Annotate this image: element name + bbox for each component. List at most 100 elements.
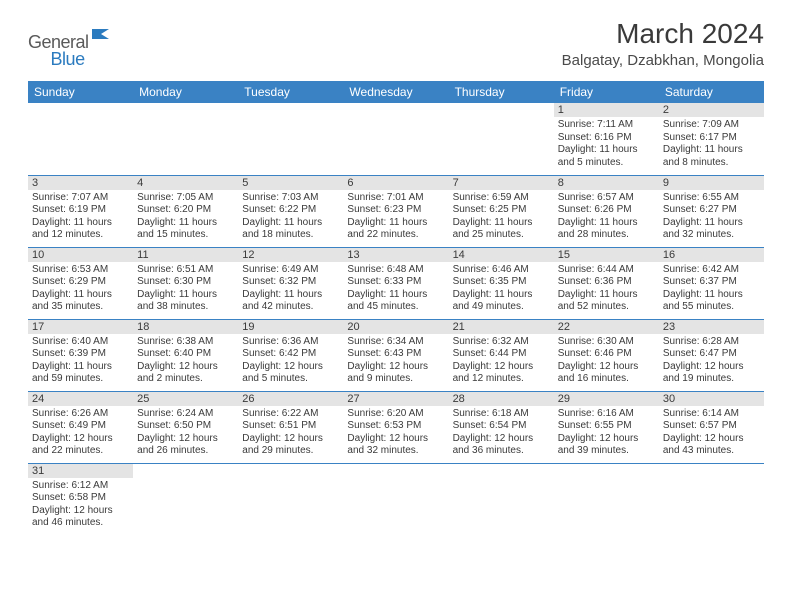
- day-details: Sunrise: 6:55 AMSunset: 6:27 PMDaylight:…: [659, 190, 764, 245]
- calendar-cell: 23Sunrise: 6:28 AMSunset: 6:47 PMDayligh…: [659, 319, 764, 391]
- day-number: 3: [28, 176, 133, 190]
- day-details: Sunrise: 6:14 AMSunset: 6:57 PMDaylight:…: [659, 406, 764, 461]
- weekday-header: Saturday: [659, 81, 764, 103]
- day-number: 31: [28, 464, 133, 478]
- calendar-cell: [238, 103, 343, 175]
- day-details: Sunrise: 6:20 AMSunset: 6:53 PMDaylight:…: [343, 406, 448, 461]
- day-details: Sunrise: 7:11 AMSunset: 6:16 PMDaylight:…: [554, 117, 659, 172]
- calendar-cell: 20Sunrise: 6:34 AMSunset: 6:43 PMDayligh…: [343, 319, 448, 391]
- day-number: 1: [554, 103, 659, 117]
- calendar-table: SundayMondayTuesdayWednesdayThursdayFrid…: [28, 81, 764, 535]
- day-number: 4: [133, 176, 238, 190]
- page-title: March 2024: [562, 18, 764, 50]
- calendar-week-row: 31Sunrise: 6:12 AMSunset: 6:58 PMDayligh…: [28, 463, 764, 535]
- day-details: Sunrise: 6:40 AMSunset: 6:39 PMDaylight:…: [28, 334, 133, 389]
- day-number: 8: [554, 176, 659, 190]
- calendar-cell: 14Sunrise: 6:46 AMSunset: 6:35 PMDayligh…: [449, 247, 554, 319]
- calendar-cell: 22Sunrise: 6:30 AMSunset: 6:46 PMDayligh…: [554, 319, 659, 391]
- calendar-week-row: 3Sunrise: 7:07 AMSunset: 6:19 PMDaylight…: [28, 175, 764, 247]
- calendar-header-row: SundayMondayTuesdayWednesdayThursdayFrid…: [28, 81, 764, 103]
- day-number: 16: [659, 248, 764, 262]
- calendar-cell: 5Sunrise: 7:03 AMSunset: 6:22 PMDaylight…: [238, 175, 343, 247]
- calendar-cell: [343, 103, 448, 175]
- day-number: 29: [554, 392, 659, 406]
- calendar-cell: [133, 463, 238, 535]
- calendar-cell: 28Sunrise: 6:18 AMSunset: 6:54 PMDayligh…: [449, 391, 554, 463]
- day-details: Sunrise: 6:26 AMSunset: 6:49 PMDaylight:…: [28, 406, 133, 461]
- calendar-cell: 21Sunrise: 6:32 AMSunset: 6:44 PMDayligh…: [449, 319, 554, 391]
- calendar-cell: [238, 463, 343, 535]
- day-number: 12: [238, 248, 343, 262]
- day-number: 14: [449, 248, 554, 262]
- title-block: March 2024 Balgatay, Dzabkhan, Mongolia: [562, 18, 764, 69]
- calendar-cell: [28, 103, 133, 175]
- calendar-cell: 16Sunrise: 6:42 AMSunset: 6:37 PMDayligh…: [659, 247, 764, 319]
- day-number: 6: [343, 176, 448, 190]
- day-number: 26: [238, 392, 343, 406]
- weekday-header: Monday: [133, 81, 238, 103]
- calendar-cell: 6Sunrise: 7:01 AMSunset: 6:23 PMDaylight…: [343, 175, 448, 247]
- location-text: Balgatay, Dzabkhan, Mongolia: [562, 52, 764, 69]
- calendar-cell: 2Sunrise: 7:09 AMSunset: 6:17 PMDaylight…: [659, 103, 764, 175]
- day-number: 23: [659, 320, 764, 334]
- calendar-cell: [343, 463, 448, 535]
- day-details: Sunrise: 7:03 AMSunset: 6:22 PMDaylight:…: [238, 190, 343, 245]
- calendar-cell: 12Sunrise: 6:49 AMSunset: 6:32 PMDayligh…: [238, 247, 343, 319]
- calendar-cell: 26Sunrise: 6:22 AMSunset: 6:51 PMDayligh…: [238, 391, 343, 463]
- weekday-header: Sunday: [28, 81, 133, 103]
- day-number: 7: [449, 176, 554, 190]
- day-number: 25: [133, 392, 238, 406]
- calendar-week-row: 24Sunrise: 6:26 AMSunset: 6:49 PMDayligh…: [28, 391, 764, 463]
- day-number: 19: [238, 320, 343, 334]
- day-details: Sunrise: 6:48 AMSunset: 6:33 PMDaylight:…: [343, 262, 448, 317]
- calendar-cell: 18Sunrise: 6:38 AMSunset: 6:40 PMDayligh…: [133, 319, 238, 391]
- day-number: 20: [343, 320, 448, 334]
- day-details: Sunrise: 6:44 AMSunset: 6:36 PMDaylight:…: [554, 262, 659, 317]
- day-details: Sunrise: 6:30 AMSunset: 6:46 PMDaylight:…: [554, 334, 659, 389]
- day-details: Sunrise: 7:05 AMSunset: 6:20 PMDaylight:…: [133, 190, 238, 245]
- header: General Blue March 2024 Balgatay, Dzabkh…: [0, 0, 792, 75]
- day-number: 9: [659, 176, 764, 190]
- day-number: 15: [554, 248, 659, 262]
- calendar-week-row: 10Sunrise: 6:53 AMSunset: 6:29 PMDayligh…: [28, 247, 764, 319]
- weekday-header: Friday: [554, 81, 659, 103]
- calendar-cell: 25Sunrise: 6:24 AMSunset: 6:50 PMDayligh…: [133, 391, 238, 463]
- day-details: Sunrise: 6:42 AMSunset: 6:37 PMDaylight:…: [659, 262, 764, 317]
- calendar-cell: 1Sunrise: 7:11 AMSunset: 6:16 PMDaylight…: [554, 103, 659, 175]
- day-details: Sunrise: 6:53 AMSunset: 6:29 PMDaylight:…: [28, 262, 133, 317]
- day-number: 10: [28, 248, 133, 262]
- flag-icon: [91, 28, 113, 47]
- day-details: Sunrise: 6:36 AMSunset: 6:42 PMDaylight:…: [238, 334, 343, 389]
- calendar-cell: 31Sunrise: 6:12 AMSunset: 6:58 PMDayligh…: [28, 463, 133, 535]
- calendar-cell: 15Sunrise: 6:44 AMSunset: 6:36 PMDayligh…: [554, 247, 659, 319]
- calendar-cell: 24Sunrise: 6:26 AMSunset: 6:49 PMDayligh…: [28, 391, 133, 463]
- weekday-header: Thursday: [449, 81, 554, 103]
- calendar-cell: 13Sunrise: 6:48 AMSunset: 6:33 PMDayligh…: [343, 247, 448, 319]
- day-details: Sunrise: 6:12 AMSunset: 6:58 PMDaylight:…: [28, 478, 133, 533]
- day-number: 22: [554, 320, 659, 334]
- day-number: 27: [343, 392, 448, 406]
- calendar-week-row: 17Sunrise: 6:40 AMSunset: 6:39 PMDayligh…: [28, 319, 764, 391]
- calendar-cell: 9Sunrise: 6:55 AMSunset: 6:27 PMDaylight…: [659, 175, 764, 247]
- calendar-cell: 10Sunrise: 6:53 AMSunset: 6:29 PMDayligh…: [28, 247, 133, 319]
- calendar-cell: [554, 463, 659, 535]
- calendar-cell: 30Sunrise: 6:14 AMSunset: 6:57 PMDayligh…: [659, 391, 764, 463]
- day-details: Sunrise: 6:18 AMSunset: 6:54 PMDaylight:…: [449, 406, 554, 461]
- calendar-cell: 4Sunrise: 7:05 AMSunset: 6:20 PMDaylight…: [133, 175, 238, 247]
- calendar-week-row: 1Sunrise: 7:11 AMSunset: 6:16 PMDaylight…: [28, 103, 764, 175]
- day-details: Sunrise: 6:57 AMSunset: 6:26 PMDaylight:…: [554, 190, 659, 245]
- calendar-cell: 8Sunrise: 6:57 AMSunset: 6:26 PMDaylight…: [554, 175, 659, 247]
- weekday-header: Wednesday: [343, 81, 448, 103]
- day-number: 24: [28, 392, 133, 406]
- calendar-cell: [449, 463, 554, 535]
- logo-word-2: Blue: [51, 49, 85, 70]
- calendar-cell: 3Sunrise: 7:07 AMSunset: 6:19 PMDaylight…: [28, 175, 133, 247]
- calendar-cell: [449, 103, 554, 175]
- calendar-cell: 19Sunrise: 6:36 AMSunset: 6:42 PMDayligh…: [238, 319, 343, 391]
- day-number: 13: [343, 248, 448, 262]
- day-details: Sunrise: 6:46 AMSunset: 6:35 PMDaylight:…: [449, 262, 554, 317]
- calendar-cell: [133, 103, 238, 175]
- weekday-header: Tuesday: [238, 81, 343, 103]
- day-number: 18: [133, 320, 238, 334]
- day-details: Sunrise: 7:09 AMSunset: 6:17 PMDaylight:…: [659, 117, 764, 172]
